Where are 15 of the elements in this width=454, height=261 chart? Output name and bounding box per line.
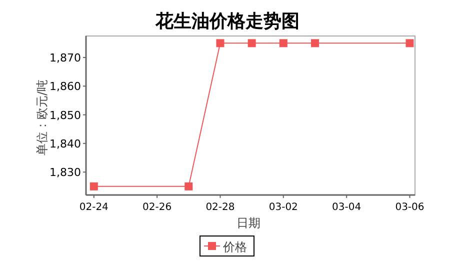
y-tick-label: 1,830 — [50, 166, 81, 180]
y-tick-label: 1,850 — [50, 108, 81, 122]
x-tick-label: 03-04 — [332, 202, 362, 213]
y-axis-title: 单位：欧元/吨 — [35, 79, 49, 156]
chart-title: 花生油价格走势图 — [154, 11, 300, 32]
x-axis-title: 日期 — [236, 216, 260, 230]
y-tick-label: 1,870 — [50, 51, 81, 64]
x-tick-label: 02-28 — [206, 202, 235, 213]
y-tick-label: 1,860 — [50, 80, 81, 94]
y-tick-label: 1,840 — [50, 137, 81, 150]
legend-label: 价格 — [222, 240, 247, 254]
x-tick-label: 03-06 — [395, 202, 424, 213]
x-tick-label: 02-24 — [79, 202, 108, 213]
x-tick-label: 03-02 — [268, 202, 298, 213]
x-tick-label: 02-26 — [142, 202, 172, 213]
